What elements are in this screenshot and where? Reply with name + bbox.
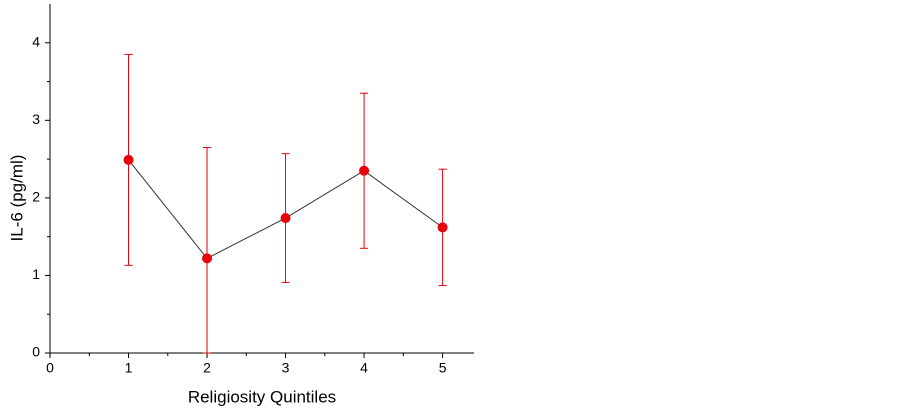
y-tick-label: 1 xyxy=(32,266,40,282)
y-axis-title: IL-6 (pg/ml) xyxy=(7,155,26,242)
x-tick-label: 2 xyxy=(203,360,211,376)
data-point xyxy=(202,253,213,264)
y-tick-label: 0 xyxy=(32,344,40,360)
y-tick-label: 4 xyxy=(32,33,40,49)
data-point xyxy=(437,222,448,233)
x-tick-label: 1 xyxy=(125,360,133,376)
data-point xyxy=(359,165,370,176)
y-tick-label: 3 xyxy=(32,111,40,127)
y-tick-label: 2 xyxy=(32,189,40,205)
data-point xyxy=(123,154,134,165)
error-bar xyxy=(203,146,212,354)
data-point xyxy=(280,213,291,224)
x-tick-label: 0 xyxy=(46,360,54,376)
x-axis-title: Religiosity Quintiles xyxy=(188,387,336,406)
x-tick-label: 4 xyxy=(360,360,368,376)
x-tick-label: 5 xyxy=(439,360,447,376)
x-tick-label: 3 xyxy=(282,360,290,376)
